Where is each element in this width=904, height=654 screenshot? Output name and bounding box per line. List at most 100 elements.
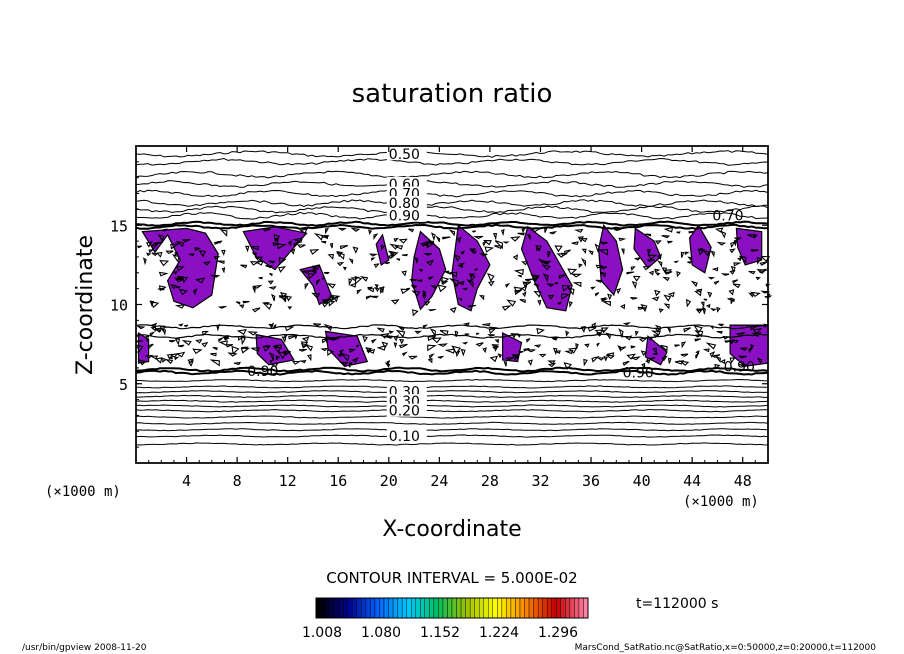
plot-frame	[135, 145, 769, 464]
supersaturated-region	[375, 233, 390, 266]
color-bar-cell	[406, 597, 412, 619]
contour-line	[136, 394, 768, 399]
contour-line	[135, 385, 769, 389]
contour-line	[135, 399, 769, 403]
footer-right: MarsCond_SatRatio.nc@SatRatio,x=0:50000,…	[575, 643, 877, 653]
contour-line	[135, 369, 769, 376]
contour-label: 0.20	[389, 404, 420, 420]
color-bar-cell	[583, 597, 589, 619]
color-bar-cell	[361, 597, 367, 619]
color-bar-cell	[460, 597, 466, 619]
color-bar-cell	[447, 597, 453, 619]
x-tick-label: 44	[683, 472, 701, 490]
color-bar-cell	[320, 597, 326, 619]
contour-label-bg	[386, 429, 427, 443]
color-bar-cell	[356, 597, 362, 619]
x-tick-label: 36	[582, 472, 600, 490]
color-bar-tick-label: 1.080	[361, 625, 401, 641]
chart-title: saturation ratio	[352, 79, 553, 109]
color-bar-frame	[315, 597, 589, 619]
color-bar-cell	[565, 597, 571, 619]
contour-line	[135, 421, 769, 425]
contour-lines-layer	[135, 150, 769, 446]
contour-line	[135, 211, 769, 220]
color-bar-cell	[324, 597, 330, 619]
color-bar-cell	[429, 597, 435, 619]
contour-line	[135, 150, 769, 158]
color-bar-cell	[519, 597, 525, 619]
supersaturated-region	[451, 224, 491, 312]
contour-line	[135, 205, 769, 214]
contour-label-bg	[386, 146, 427, 160]
contour-label: 0.80	[389, 196, 420, 212]
contour-line	[135, 170, 769, 179]
contour-noise-layer	[134, 226, 773, 371]
color-bar-cell	[469, 597, 475, 619]
footer-left: /usr/bin/gpview 2008-11-20	[22, 643, 147, 653]
x-unit-right: (×1000 m)	[683, 494, 759, 510]
contour-line	[135, 428, 769, 432]
contour-line	[135, 189, 769, 198]
color-bar-cell	[442, 597, 448, 619]
color-bar-cell	[547, 597, 552, 619]
x-tick-label: 32	[531, 472, 549, 490]
x-tick-label: 8	[233, 472, 242, 490]
color-bar-cell	[542, 597, 548, 619]
color-bar-cell	[537, 597, 543, 619]
color-bar-cell	[551, 597, 557, 619]
contour-label-bg	[386, 403, 427, 417]
contour-label: 0.10	[389, 429, 420, 445]
x-unit-left: (×1000 m)	[45, 484, 121, 500]
contour-line	[135, 434, 769, 438]
contour-line	[135, 199, 768, 208]
x-tick-label: 28	[481, 472, 499, 490]
contour-line	[135, 157, 769, 166]
color-bar-cell	[365, 597, 371, 619]
contour-interval-label: CONTOUR INTERVAL = 5.000E-02	[326, 569, 577, 587]
contour-label: 0.90	[724, 359, 755, 375]
color-bar-cell	[438, 597, 444, 619]
color-bar-cell	[433, 597, 439, 619]
color-bar-cell	[569, 597, 575, 619]
color-bar-cell	[492, 597, 498, 619]
color-bar	[315, 597, 589, 619]
color-bar-cell	[451, 597, 457, 619]
color-bar-cell	[347, 597, 353, 619]
color-bar-cell	[392, 597, 398, 619]
color-bar-cell	[333, 597, 339, 619]
y-axis-label: Z-coordinate	[73, 235, 98, 375]
color-bar-tick-label: 1.152	[420, 625, 460, 641]
color-bar-ticks: 1.008 1.080 1.152 1.224 1.296	[302, 625, 578, 641]
x-axis-label: X-coordinate	[382, 517, 521, 542]
color-bar-cell	[456, 597, 462, 619]
time-label: t=112000 s	[636, 596, 718, 612]
y-tick-label: 15	[110, 217, 128, 235]
contour-label: 0.90	[389, 209, 420, 225]
color-bar-cell	[379, 597, 385, 619]
contour-line	[135, 442, 769, 446]
contour-noise	[134, 226, 773, 371]
color-bar-cell	[465, 597, 471, 619]
contour-label-bg	[386, 196, 427, 210]
contour-label: 0.50	[389, 147, 420, 163]
contour-label-bg	[386, 208, 427, 222]
contour-labels-layer: 0.500.600.700.800.900.300.300.200.100.70…	[247, 146, 755, 445]
contour-line	[135, 409, 769, 413]
supersaturated-region	[324, 330, 369, 367]
x-tick-label: 40	[633, 472, 651, 490]
x-tick-label: 12	[279, 472, 297, 490]
color-bar-cell	[578, 597, 584, 619]
color-bar-cell	[479, 597, 484, 619]
color-bar-cell	[560, 597, 566, 619]
color-bar-cell	[424, 597, 430, 619]
contour-line	[135, 180, 769, 188]
color-bar-cell	[329, 597, 335, 619]
color-bar-cell	[515, 597, 521, 619]
color-bar-cell	[338, 597, 344, 619]
contour-line	[135, 324, 769, 330]
supersaturated-region	[410, 230, 447, 311]
contour-label: 0.70	[712, 209, 743, 225]
color-bar-cell	[388, 597, 394, 619]
x-tick-label: 16	[329, 472, 347, 490]
color-bar-cell	[483, 597, 489, 619]
